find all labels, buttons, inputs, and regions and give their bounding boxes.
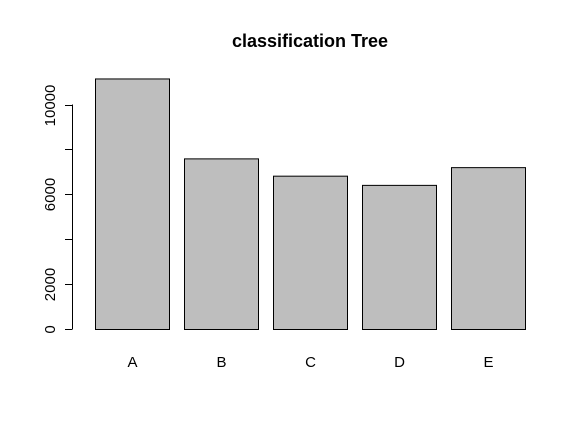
y-tick-label: 6000	[42, 178, 59, 211]
y-tick-label: 2000	[42, 268, 59, 301]
bar-e	[451, 167, 526, 330]
y-tick-label: 10000	[42, 85, 59, 127]
bar-b	[184, 158, 259, 330]
x-tick-label-d: D	[394, 354, 405, 371]
x-tick-labels: A B C D E	[127, 354, 493, 371]
x-tick-label-a: A	[127, 354, 137, 371]
y-axis: 0 2000 6000 10000	[42, 85, 73, 334]
y-tick-label: 0	[42, 325, 59, 333]
bar-c	[273, 175, 348, 330]
x-tick-label-c: C	[305, 354, 316, 371]
x-tick-label-b: B	[216, 354, 226, 371]
bar-a	[95, 78, 170, 331]
bars-group	[95, 78, 526, 331]
chart-title: classification Tree	[232, 31, 388, 51]
x-tick-label-e: E	[483, 354, 493, 371]
bar-d	[362, 184, 437, 330]
